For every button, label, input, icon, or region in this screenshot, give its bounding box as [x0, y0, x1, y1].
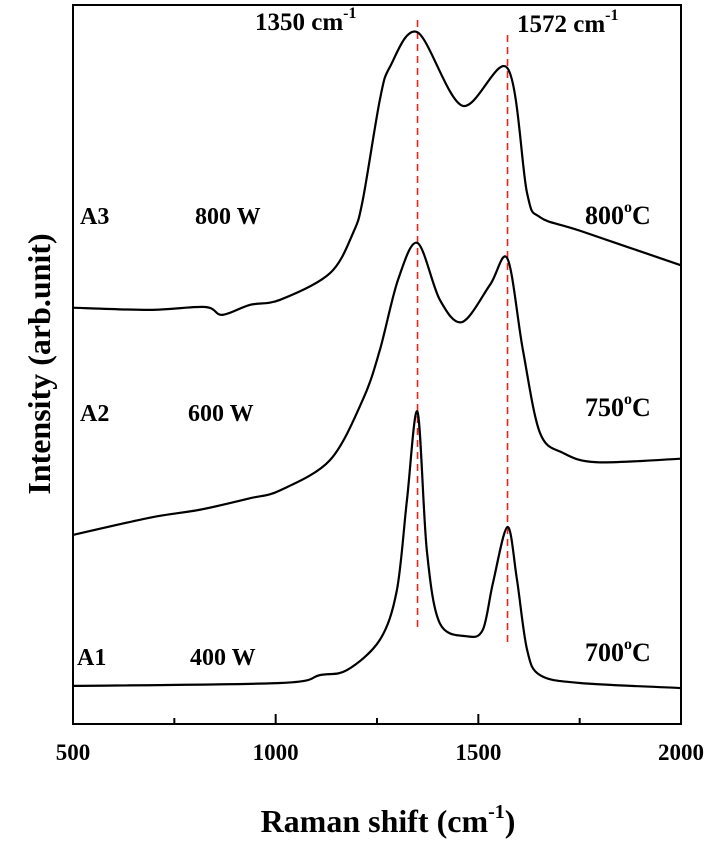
power-label-a3: 800 W [195, 204, 261, 230]
ref-label-1350: 1350 cm-1 [255, 5, 357, 36]
ref-label-1572: 1572 cm-1 [517, 7, 619, 38]
temp-label-a2: 750oC [585, 391, 651, 422]
power-label-a2: 600 W [188, 401, 254, 427]
y-axis-label: Intensity (arb.unit) [21, 233, 57, 494]
x-tick-label: 500 [56, 740, 91, 765]
series-line-a2 [72, 241, 682, 536]
series-line-a1 [72, 410, 682, 690]
series-line-a3 [72, 30, 682, 316]
sample-label-a1: A1 [77, 645, 106, 671]
x-tick-label: 1500 [455, 740, 501, 765]
temp-label-a1: 700oC [585, 636, 651, 667]
x-tick-label: 2000 [658, 740, 704, 765]
x-axis-tick-labels: 500 1000 1500 2000 [56, 740, 704, 765]
x-axis-ticks [72, 714, 682, 724]
series-group [72, 30, 682, 690]
temp-label-a3: 800oC [585, 199, 651, 230]
power-label-a1: 400 W [190, 645, 256, 671]
reference-lines [416, 20, 509, 642]
x-tick-label: 1000 [253, 740, 299, 765]
x-axis-label: Raman shift (cm-1) [261, 801, 516, 839]
sample-label-a2: A2 [80, 401, 109, 427]
sample-label-a3: A3 [80, 204, 109, 230]
